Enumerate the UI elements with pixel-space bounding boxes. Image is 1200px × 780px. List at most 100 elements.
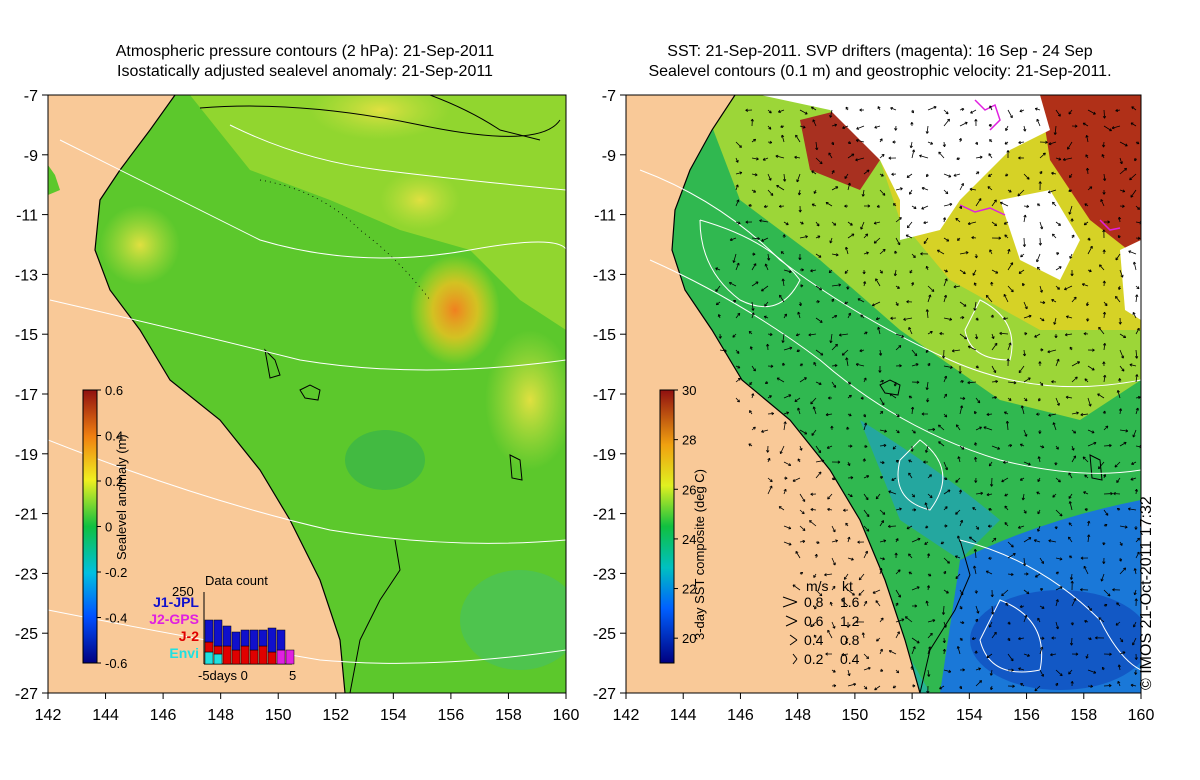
velocity-vector <box>991 333 995 339</box>
velocity-vector-head <box>888 526 891 529</box>
velocity-vector-head <box>768 257 771 261</box>
histogram-bar <box>249 649 259 665</box>
velocity-vector-head <box>1051 381 1054 384</box>
velocity-vector <box>847 557 854 561</box>
velocity-vector-head <box>859 578 862 581</box>
histogram-bar <box>258 645 268 665</box>
velocity-vector-head <box>1109 443 1112 446</box>
velocity-vector-head <box>1055 335 1058 339</box>
velocity-vector <box>1103 301 1108 306</box>
velocity-vector <box>1071 376 1078 383</box>
velocity-vector <box>798 189 801 196</box>
velocity-vector-head <box>850 494 853 497</box>
velocity-vector-head <box>825 414 829 417</box>
velocity-vector-head <box>748 204 751 208</box>
velocity-vector-head <box>1089 269 1092 272</box>
velocity-vector-head <box>976 336 979 340</box>
velocity-vector-head <box>993 336 995 339</box>
velocity-vector-head <box>1037 512 1041 515</box>
velocity-vector <box>1132 637 1137 646</box>
velocity-vector-head <box>780 251 783 255</box>
velocity-vector <box>975 667 981 671</box>
velocity-vector-head <box>1071 273 1074 277</box>
velocity-vector-head <box>1132 261 1135 265</box>
velocity-vector-head <box>911 449 914 452</box>
velocity-vector-head <box>990 281 992 285</box>
velocity-vector-head <box>879 567 882 571</box>
velocity-legend-arrow <box>785 620 798 627</box>
x-tick-label: 152 <box>322 707 349 724</box>
velocity-vector-head <box>784 178 787 182</box>
velocity-vector-head <box>794 156 797 159</box>
velocity-vector-head <box>749 383 753 386</box>
velocity-vector-head <box>761 431 764 433</box>
velocity-vector-head <box>945 269 948 272</box>
velocity-vector-head <box>880 411 883 413</box>
velocity-vector-head <box>882 557 885 560</box>
velocity-vector <box>1119 333 1126 338</box>
velocity-vector <box>847 153 855 159</box>
velocity-vector <box>856 125 865 130</box>
velocity-vector <box>1018 525 1025 529</box>
velocity-vector-head <box>989 464 992 467</box>
velocity-vector <box>863 550 868 559</box>
velocity-vector-head <box>1020 683 1022 686</box>
velocity-vector-head <box>1012 684 1015 687</box>
velocity-vector-head <box>1090 684 1093 687</box>
velocity-vector-head <box>949 202 953 205</box>
velocity-vector <box>810 621 817 627</box>
velocity-vector-head <box>1104 115 1107 119</box>
velocity-vector <box>879 557 885 560</box>
velocity-vector-head <box>1059 557 1063 560</box>
velocity-vector <box>1007 553 1016 559</box>
velocity-vector <box>1131 461 1137 465</box>
velocity-vector-head <box>1070 681 1073 684</box>
velocity-vector-head <box>782 340 785 343</box>
velocity-vector <box>815 445 822 453</box>
velocity-vector-head <box>1116 390 1119 393</box>
velocity-vector-head <box>994 395 997 398</box>
velocity-vector-head <box>1117 664 1120 668</box>
velocity-vector-head <box>809 520 811 524</box>
velocity-vector-head <box>889 393 892 397</box>
velocity-vector-head <box>751 312 754 315</box>
velocity-vector <box>911 349 918 357</box>
velocity-vector-head <box>1009 621 1011 625</box>
velocity-vector <box>1135 349 1138 359</box>
histogram-bar <box>276 629 286 651</box>
velocity-vector-head <box>964 303 967 307</box>
velocity-vector <box>1055 621 1059 630</box>
velocity-vector <box>799 445 802 451</box>
velocity-vector-head <box>1018 371 1022 374</box>
data-count-inset: Data count 250 -5days 0 5 J1-JPLJ2-GPSJ-… <box>149 573 296 683</box>
velocity-vector-head <box>1120 558 1123 562</box>
x-tick-label: 146 <box>150 707 177 724</box>
velocity-vector <box>957 535 961 543</box>
velocity-vector-head <box>1052 422 1054 426</box>
velocity-vector-head <box>1122 204 1125 207</box>
velocity-vector-head <box>1054 132 1057 135</box>
velocity-vector-head <box>912 684 916 687</box>
velocity-vector <box>1036 119 1041 127</box>
velocity-legend: m/s kt 0.8 1.6 0.6 1.2 0.4 0.8 0.2 0.4 <box>782 578 860 667</box>
velocity-vector-head <box>1058 286 1060 290</box>
velocity-vector <box>943 295 947 303</box>
velocity-vector-head <box>1040 646 1043 649</box>
velocity-vector <box>1037 525 1041 532</box>
velocity-vector-head <box>1019 444 1023 447</box>
velocity-vector-head <box>1102 311 1105 315</box>
velocity-vector-head <box>955 577 959 580</box>
velocity-vector <box>830 333 833 343</box>
velocity-vector-head <box>1018 142 1022 145</box>
velocity-vector <box>824 573 833 576</box>
velocity-vector <box>1055 669 1063 677</box>
velocity-vector <box>1071 412 1079 415</box>
velocity-vector-head <box>1069 256 1073 259</box>
velocity-vector <box>735 141 742 148</box>
velocity-vector <box>1086 168 1089 175</box>
velocity-vector <box>797 407 801 415</box>
velocity-vector <box>1119 637 1124 643</box>
velocity-vector <box>991 445 1000 450</box>
velocity-vector <box>906 173 913 178</box>
velocity-vector-head <box>1006 150 1009 153</box>
